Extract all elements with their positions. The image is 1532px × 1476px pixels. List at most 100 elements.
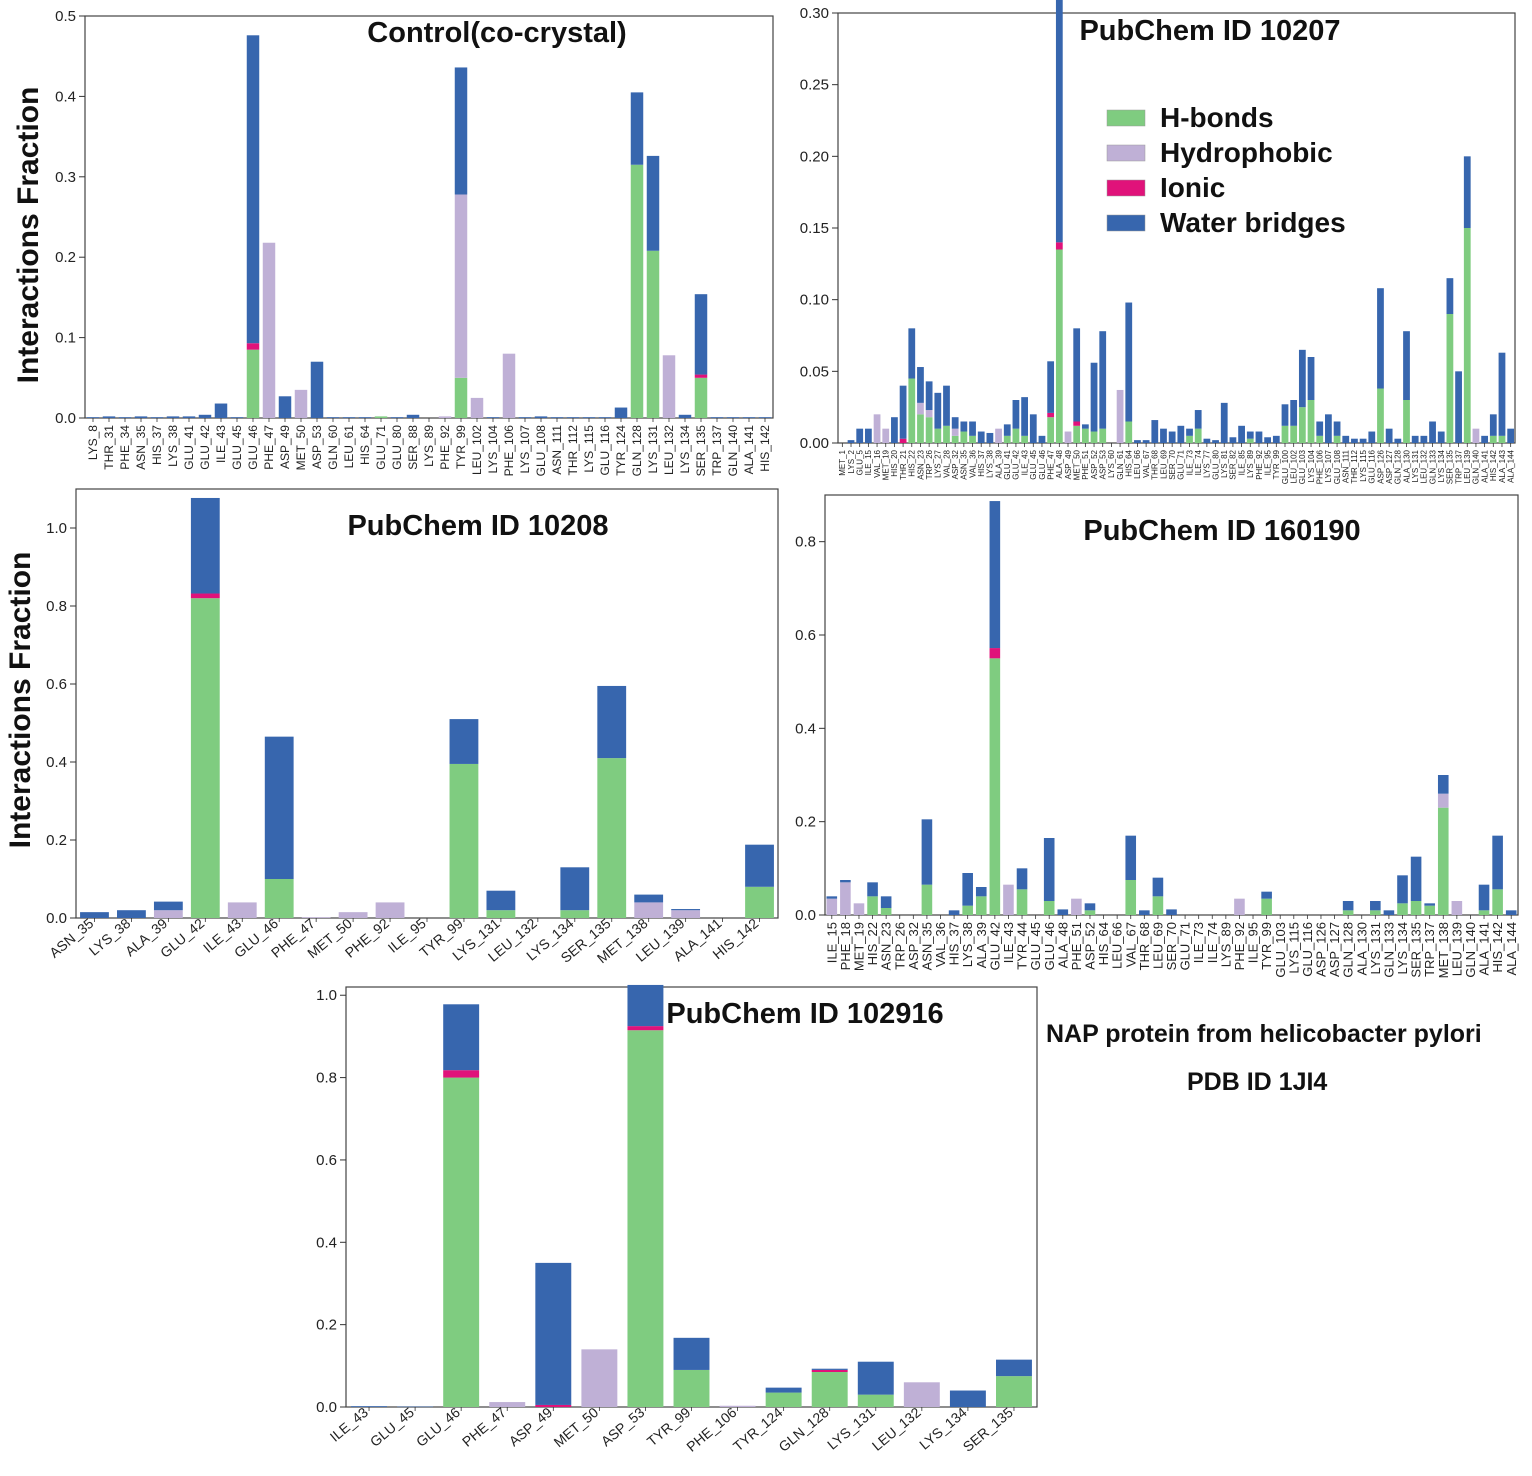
bar-segment-water-bridges (1090, 362, 1098, 432)
bar-segment-water-bridges (1099, 331, 1107, 429)
bar-segment-hydrophobic (470, 397, 484, 418)
bar-segment-water-bridges (1152, 877, 1164, 897)
bar-segment-water-bridges (758, 417, 772, 418)
bar-segment-hydrophobic (925, 410, 933, 418)
x-tick-label: TRP_137 (1454, 449, 1463, 483)
bar-segment-h-bonds (1342, 910, 1354, 915)
plot-frame (837, 12, 1516, 444)
bar-segment-h-bonds (1333, 435, 1341, 443)
bar-segment-water-bridges (948, 910, 960, 915)
bar-segment-h-bonds (264, 879, 294, 918)
bar-segment-hydrophobic (662, 355, 676, 418)
bar-segment-water-bridges (745, 844, 774, 887)
bar-segment-water-bridges (1394, 438, 1402, 443)
x-tick-label: PHE_51 (1069, 922, 1084, 970)
bar-segment-h-bonds (1446, 314, 1454, 443)
bar-segment-water-bridges (921, 819, 933, 885)
bar-segment-hydrophobic (1234, 898, 1245, 915)
x-tick-label: LYS_2 (847, 449, 856, 473)
bar-segment-h-bonds (1012, 428, 1020, 443)
bar-segment-water-bridges (1194, 410, 1202, 429)
bar-segment-water-bridges (1142, 440, 1150, 443)
x-tick-label: LYS_115 (1359, 449, 1368, 481)
bar-segment-ionic (246, 343, 260, 350)
bar-segment-h-bonds (943, 425, 950, 443)
bar-segment-water-bridges (627, 984, 664, 1027)
x-tick-label: GLN_140 (1463, 922, 1478, 978)
bar-segment-hydrophobic (502, 353, 516, 418)
bar-segment-water-bridges (310, 361, 324, 418)
x-tick-label: ASP_49 (506, 1404, 556, 1449)
legend-label: Hydrophobic (1160, 137, 1333, 168)
x-tick-label: LEU_102 (470, 425, 484, 475)
bar-segment-ionic (443, 1070, 480, 1078)
bar-segment-water-bridges (1220, 402, 1228, 443)
x-tick-label: GLU_41 (182, 425, 196, 470)
bar-segment-hydrophobic (1064, 431, 1072, 443)
bar-segment-hydrophobic (1437, 793, 1449, 808)
bar-segment-water-bridges (710, 417, 724, 418)
x-tick-label: PHE_92 (1232, 922, 1247, 970)
bar-segment-water-bridges (117, 910, 146, 918)
bar-segment-water-bridges (1081, 424, 1089, 429)
x-tick-label: ALA_141 (742, 425, 756, 475)
x-tick-label: LYS_104 (1307, 449, 1316, 482)
y-tick-label: 0.6 (795, 627, 816, 644)
x-tick-label: ASN_111 (550, 425, 564, 475)
x-tick-label: GLU_42 (198, 425, 212, 470)
bar-segment-hydrophobic (489, 1402, 526, 1407)
bar-segment-water-bridges (1139, 910, 1150, 915)
bar-segment-h-bonds (1410, 901, 1422, 915)
x-tick-label: LYS_104 (486, 425, 500, 474)
bar-segment-hydrophobic (1003, 884, 1014, 915)
bar-segment-water-bridges (917, 367, 924, 403)
x-tick-label: VAL_36 (933, 922, 948, 967)
x-tick-label: TRP_26 (892, 922, 907, 970)
x-tick-label: ILE_43 (1001, 922, 1016, 963)
bar-segment-h-bonds (1016, 889, 1028, 915)
x-tick-label: HIS_37 (150, 425, 164, 465)
x-tick-label: ALA_141 (1477, 922, 1492, 976)
x-tick-label: GLU_103 (1298, 449, 1307, 484)
x-tick-label: TYR_99 (454, 425, 468, 469)
bar-segment-ionic (627, 1026, 664, 1031)
bar-segment-water-bridges (1212, 440, 1219, 443)
x-tick-label: TRP_137 (1422, 922, 1437, 977)
bar-segment-hydrophobic (262, 242, 276, 418)
bar-segment-hydrophobic (581, 1349, 618, 1407)
x-tick-label: PHE_92 (1255, 449, 1264, 479)
chart-title: Control(co-crystal) (367, 17, 626, 49)
legend-label: Water bridges (1160, 207, 1346, 238)
bar-segment-water-bridges (1342, 901, 1354, 911)
x-tick-label: HIS_64 (358, 425, 372, 465)
bar-segment-water-bridges (1455, 371, 1462, 443)
bar-segment-water-bridges (1016, 868, 1028, 890)
x-tick-label: LEU_139 (1449, 922, 1464, 976)
legend-swatch (1106, 144, 1146, 162)
chart-title: PubChem ID 10208 (347, 510, 608, 542)
x-tick-label: LEU_139 (1463, 449, 1472, 483)
bar-segment-hydrophobic (227, 902, 257, 918)
bar-segment-water-bridges (1160, 428, 1167, 443)
x-tick-label: GLU_42 (1012, 449, 1021, 479)
x-tick-label: TYR_124 (730, 1404, 786, 1454)
bar-segment-water-bridges (342, 417, 356, 418)
x-tick-label: HIS_22 (865, 922, 880, 965)
x-tick-label: ALA_144 (1504, 922, 1519, 976)
x-tick-label: GLN_61 (1116, 449, 1125, 479)
bar-segment-h-bonds (597, 758, 627, 918)
bar-segment-h-bonds (951, 435, 959, 443)
x-tick-label: ASP_127 (1385, 449, 1394, 483)
bar-segment-h-bonds (975, 896, 987, 915)
x-tick-label: MET_50 (1072, 449, 1081, 480)
bar-segment-hydrophobic (951, 428, 959, 436)
x-tick-label: LYS_81 (1220, 449, 1229, 477)
x-tick-label: GLN_140 (1472, 449, 1481, 484)
bar-segment-h-bonds (190, 598, 220, 918)
bar-segment-water-bridges (1420, 435, 1428, 443)
bar-segment-water-bridges (390, 417, 404, 418)
bar-segment-hydrophobic (338, 912, 368, 918)
x-tick-label: GLU_5 (855, 449, 864, 475)
bar-segment-hydrophobic (294, 389, 308, 418)
